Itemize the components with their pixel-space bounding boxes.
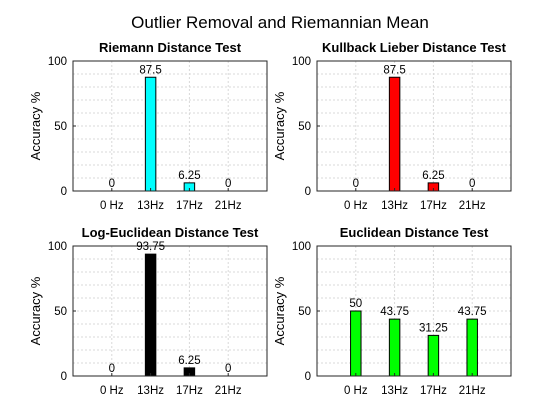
bar (388, 318, 401, 377)
bar-value-label: 31.25 (419, 322, 448, 334)
bar-value-label: 87.5 (139, 64, 161, 76)
bar-value-label: 43.75 (458, 306, 487, 318)
x-tick-label: 0 Hz (344, 200, 368, 212)
y-tick-label: 0 (305, 186, 311, 198)
subplot-title: Riemann Distance Test (99, 40, 242, 55)
y-tick-label: 100 (292, 56, 311, 68)
x-tick-label: 17Hz (176, 385, 203, 397)
y-axis-label: Accuracy % (272, 91, 287, 160)
subplot-title: Kullback Lieber Distance Test (322, 40, 507, 55)
x-tick-label: 0 Hz (100, 200, 124, 212)
y-tick-label: 0 (305, 371, 311, 383)
bar-value-label: 6.25 (178, 355, 200, 367)
y-tick-label: 100 (292, 241, 311, 253)
y-tick-label: 100 (48, 56, 67, 68)
subplot-title: Log-Euclidean Distance Test (82, 225, 259, 240)
bar (466, 318, 478, 377)
y-tick-label: 50 (54, 121, 67, 133)
bar-value-label: 43.75 (380, 306, 409, 318)
bar-value-label: 0 (225, 178, 231, 190)
x-tick-label: 21Hz (459, 385, 486, 397)
bar-value-label: 93.75 (136, 241, 165, 253)
subplot-title: Euclidean Distance Test (340, 225, 489, 240)
bar-value-label: 0 (109, 178, 115, 190)
y-tick-label: 100 (48, 241, 67, 253)
subplot-1: 0 Hz 13Hz 17Hz 21Hz 0 50 100 Accuracy % Riemann … (28, 40, 268, 212)
subplot-2: 0 Hz 13Hz 17Hz 21Hz 0 50 100 Accuracy % Kullback… (272, 40, 512, 212)
bar-value-label: 0 (225, 363, 231, 375)
x-tick-label: 17Hz (420, 385, 447, 397)
bar-value-label: 0 (353, 178, 359, 190)
bar-value-label: 50 (349, 298, 362, 310)
y-axis-label: Accuracy % (28, 276, 43, 345)
y-tick-label: 50 (298, 306, 311, 318)
subplot-3: 0 Hz 13Hz 17Hz 21Hz 0 50 100 Accuracy % Log-Eucl… (28, 225, 268, 397)
x-tick-label: 21Hz (215, 385, 242, 397)
y-axis-label: Accuracy % (272, 276, 287, 345)
bar (388, 76, 401, 192)
x-tick-label: 13Hz (137, 385, 164, 397)
bar (427, 334, 440, 377)
y-tick-label: 50 (54, 306, 67, 318)
y-tick-label: 0 (61, 186, 67, 198)
x-tick-label: 13Hz (381, 385, 408, 397)
bar-value-label: 87.5 (383, 64, 405, 76)
subplot-grid: 0 Hz 13Hz 17Hz 21Hz 0 50 100 Accuracy % Riemann … (28, 40, 512, 397)
bar-value-label: 6.25 (178, 170, 200, 182)
bar (144, 76, 157, 192)
figure-title: Outlier Removal and Riemannian Mean (131, 13, 429, 32)
x-tick-label: 17Hz (420, 200, 447, 212)
y-tick-label: 0 (61, 371, 67, 383)
subplot-4: 0 Hz 13Hz 17Hz 21Hz 0 50 100 Accuracy % Euclidea… (272, 225, 512, 397)
y-tick-label: 50 (298, 121, 311, 133)
bar (144, 253, 157, 377)
x-tick-label: 17Hz (176, 200, 203, 212)
bar-value-label: 0 (109, 363, 115, 375)
bar (350, 310, 362, 377)
x-tick-label: 21Hz (215, 200, 242, 212)
x-tick-label: 0 Hz (344, 385, 368, 397)
y-axis-label: Accuracy % (28, 91, 43, 160)
x-tick-label: 0 Hz (100, 385, 124, 397)
bar-value-label: 6.25 (422, 170, 444, 182)
bar-value-label: 0 (469, 178, 475, 190)
x-tick-label: 13Hz (381, 200, 408, 212)
x-tick-label: 13Hz (137, 200, 164, 212)
x-tick-label: 21Hz (459, 200, 486, 212)
